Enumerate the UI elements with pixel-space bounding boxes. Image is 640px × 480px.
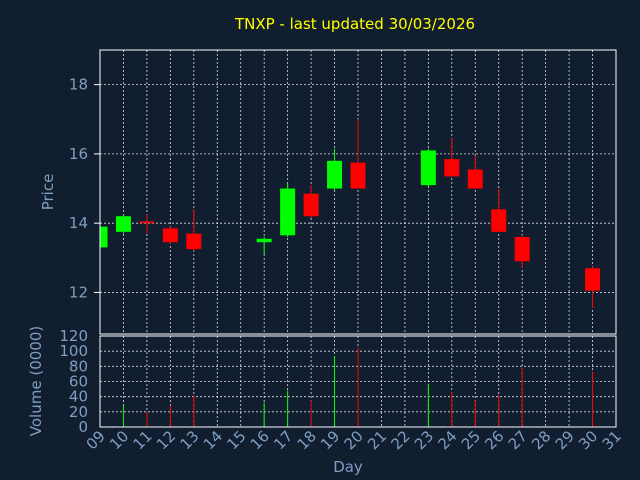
- x-tick-label: 13: [176, 427, 202, 453]
- x-tick-label: 18: [294, 427, 320, 453]
- candle-body: [514, 237, 530, 262]
- x-tick-label: 24: [434, 427, 460, 453]
- x-tick-label: 22: [388, 427, 414, 453]
- x-tick-label: 29: [552, 427, 578, 453]
- x-tick-labels: 0910111213141516171819202122232425262728…: [83, 427, 625, 453]
- x-tick-label: 11: [130, 427, 156, 453]
- candle-body: [467, 169, 483, 189]
- chart-title: TNXP - last updated 30/03/2026: [234, 15, 475, 33]
- x-tick-label: 25: [458, 427, 484, 453]
- price-tick-label: 14: [69, 214, 88, 232]
- candle-body: [491, 209, 507, 232]
- candle-body: [115, 216, 131, 232]
- x-axis-label: Day: [333, 458, 363, 476]
- price-tick-label: 18: [69, 76, 88, 94]
- volume-tick-label: 120: [59, 327, 88, 345]
- volume-bars-group: [122, 347, 594, 427]
- x-tick-label: 17: [270, 427, 296, 453]
- candle-body: [420, 150, 436, 186]
- x-tick-label: 16: [247, 427, 273, 453]
- x-tick-label: 30: [575, 427, 601, 453]
- volume-panel-frame: [99, 335, 617, 428]
- x-tick-label: 19: [317, 427, 343, 453]
- x-tick-label: 15: [223, 427, 249, 453]
- volume-tick-label: 100: [59, 342, 88, 360]
- x-tick-label: 21: [364, 427, 390, 453]
- x-tick-label: 23: [411, 427, 437, 453]
- candles-group: [100, 119, 601, 309]
- candle-body: [327, 160, 343, 189]
- price-panel-frame: [99, 49, 617, 335]
- candle-body: [280, 188, 296, 236]
- candle-body: [139, 221, 155, 224]
- price-tick-label: 12: [69, 283, 88, 301]
- price-panel: 12 14 16 18: [69, 49, 617, 335]
- volume-tick-label: 0: [78, 418, 88, 436]
- volume-tick-label: 40: [69, 388, 88, 406]
- candle-body: [303, 193, 319, 217]
- x-tick-label: 26: [481, 427, 507, 453]
- x-tick-label: 20: [341, 427, 367, 453]
- price-axis-label: Price: [39, 174, 57, 211]
- x-tick-label: 10: [106, 427, 132, 453]
- candle-body: [350, 162, 366, 189]
- x-tick-label: 31: [599, 427, 625, 453]
- candle-body: [585, 268, 601, 291]
- x-tick-label: 12: [153, 427, 179, 453]
- volume-tick-label: 80: [69, 357, 88, 375]
- candle-body: [186, 233, 202, 250]
- volume-tick-label: 60: [69, 373, 88, 391]
- candle-body: [100, 226, 108, 248]
- candle-body: [256, 238, 272, 243]
- x-tick-label: 14: [200, 427, 226, 453]
- candle-body: [162, 228, 178, 243]
- volume-tick-label: 20: [69, 403, 88, 421]
- volume-axis-label: Volume (0000): [27, 326, 45, 436]
- candle-body: [444, 159, 460, 177]
- x-tick-label: 27: [505, 427, 531, 453]
- x-tick-label: 28: [528, 427, 554, 453]
- price-tick-label: 16: [69, 145, 88, 163]
